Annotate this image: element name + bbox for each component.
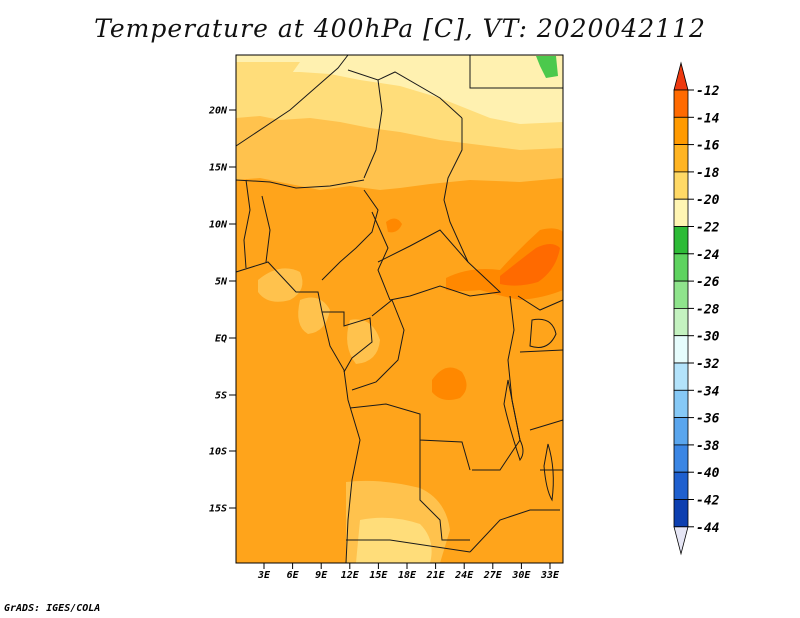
country-borders [235,54,564,564]
border-drc-congo [351,299,405,391]
colorbar-top-arrow [673,61,689,91]
lon-label: 9E [315,570,328,581]
colorbar-label: -38 [696,439,720,454]
colorbar-label: -40 [696,466,720,481]
colorbar-label: -22 [696,221,720,236]
colorbar-bottom-arrow [673,526,689,556]
border-east-africa [517,295,564,471]
border-zambia-zimbabwe [469,509,560,553]
colorbar-swatch [673,444,689,473]
field-hottest-patch [500,244,560,286]
field-patch-gabon [298,297,330,334]
border-niger-chad [363,79,383,179]
lon-label: 30E [511,570,531,581]
border-niger-nigeria [235,179,365,189]
colorbar-swatch [673,389,689,418]
border-togo [261,195,271,263]
colorbar-swatch [673,417,689,446]
lon-label: 18E [398,570,417,581]
colorbar-label: -12 [696,84,720,99]
colorbar-label: -26 [696,275,720,290]
colorbar-swatch [673,116,689,146]
lon-label: 6E [287,570,300,581]
colorbar-swatch [673,198,689,227]
lon-label: 15E [369,570,388,581]
lon-label: 12E [341,570,360,581]
lon-label: 27E [483,570,503,581]
colorbar-label: -36 [696,412,720,427]
lat-label: 15N [209,163,228,174]
colorbar-swatch [673,335,689,364]
coastline-west [235,261,361,564]
colorbar-label: -14 [696,111,720,126]
colorbar-swatch [673,253,689,282]
field-green-patch [536,56,558,78]
field-patch-gulf [258,268,303,302]
border-angola-zambia [419,440,470,541]
lat-label: 10N [209,220,228,231]
colorbar-swatch [673,226,689,255]
latitude-axis: 20N 15N 10N 5N EQ 5S 10S 15S [208,106,236,515]
lake-malawi [543,443,554,502]
colorbar-swatch [673,362,689,391]
lake-victoria [529,318,557,348]
lon-label: 21E [426,570,446,581]
lon-label: 3E [257,570,271,581]
colorbar-label: -18 [696,166,720,181]
colorbar-swatch [673,499,689,528]
border-chad-sudan [443,118,469,263]
map-frame [235,54,564,564]
field-hot-central [432,367,467,400]
grads-credit: GrADS: IGES/COLA [4,603,101,614]
border-benin [243,179,251,269]
border-angola-namibia [346,539,471,553]
lon-label: 24E [454,570,474,581]
border-libya-egypt [469,55,563,89]
colorbar-swatch [673,171,689,200]
colorbar-label: -28 [696,302,720,317]
field-patch-west [236,62,300,80]
colorbar-label: -20 [696,193,720,208]
colorbar-swatch [673,471,689,500]
lake-tanganyika [503,379,524,462]
lat-label: EQ [215,334,227,345]
colorbar: -12 -14 -16 -18 -20 -22 -24 -26 -28 -30 -32 -34 -36 -… [673,61,720,556]
colorbar-label: -24 [696,248,720,263]
lon-label: 33E [540,570,560,581]
colorbar-label: -30 [696,330,720,345]
lat-label: 20N [208,106,228,117]
colorbar-label: -42 [696,494,720,509]
field-patch-congo [347,319,380,364]
field-hot-north [386,218,402,233]
colorbar-label: -34 [696,384,720,399]
lat-label: 5N [215,277,228,288]
colorbar-label: -44 [696,521,720,536]
border-car [377,229,502,301]
colorbar-label: -16 [696,139,720,154]
map-title: Temperature at 400hPa [C], VT: 202004211… [94,14,706,43]
longitude-axis: 3E 6E 9E 12E 15E 18E 21E 24E 27E 30E 33E [257,563,560,581]
lat-label: 15S [209,504,227,515]
border-libya-niger [347,69,463,119]
colorbar-swatch [673,144,689,173]
border-nigeria-cameroon [321,189,379,281]
colorbar-label: -32 [696,357,720,372]
border-gabon-congo [322,311,373,373]
lat-label: 5S [215,391,227,402]
border-algeria-niger [235,54,349,147]
colorbar-swatch [673,280,689,309]
colorbar-swatch [673,307,689,337]
border-drc-angola [349,403,471,471]
temperature-field [236,55,563,563]
lat-label: 10S [209,447,227,458]
colorbar-swatch [673,89,689,118]
field-band-verycold [236,55,563,124]
